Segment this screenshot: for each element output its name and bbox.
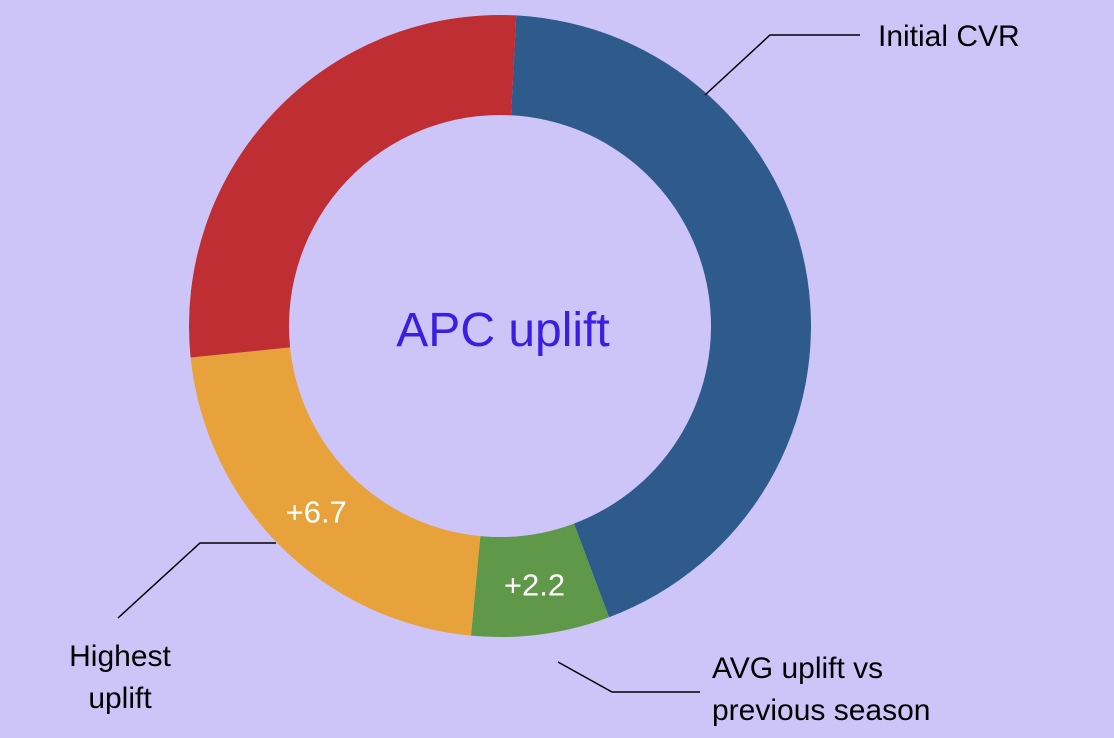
donut [188,15,811,637]
slice [470,523,610,637]
slice [190,347,481,636]
slice-label: Highest uplift [69,640,171,715]
value-label: +2.2 [504,568,565,603]
center-text: APC uplift [396,304,609,357]
value-label: +6.7 [286,494,347,529]
slice-label: AVG uplift vs previous season [712,652,931,727]
slice [511,15,811,618]
leader-line [557,661,700,693]
leader-line [704,34,860,96]
slice [188,15,517,358]
leader-line [117,542,276,619]
slice-label: Initial CVR [878,20,1020,53]
